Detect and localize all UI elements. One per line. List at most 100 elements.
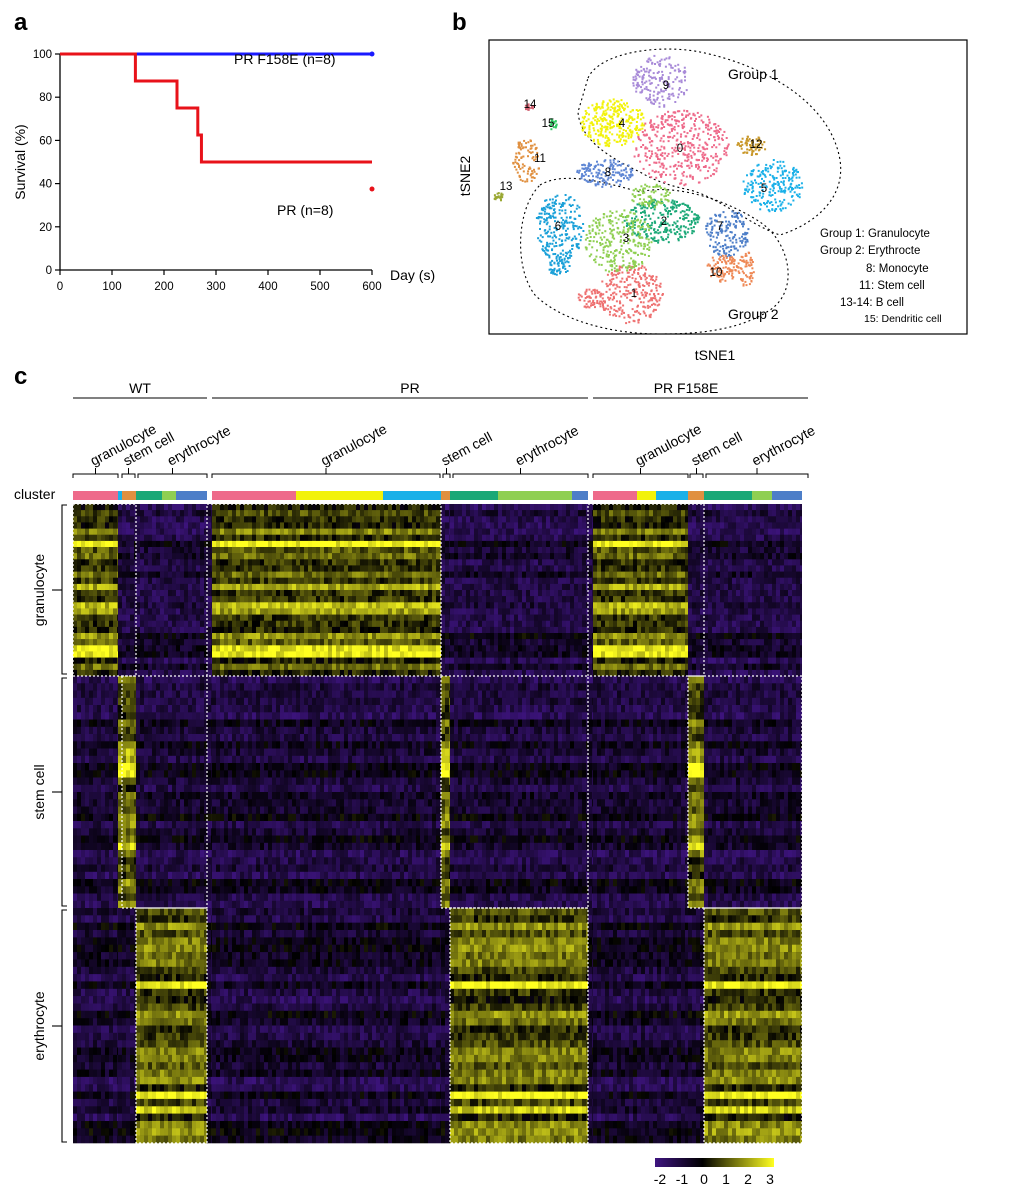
cell-point xyxy=(655,203,658,206)
heatmap-cell xyxy=(494,559,498,566)
cell-point xyxy=(582,230,585,232)
heatmap-cell xyxy=(89,504,93,511)
heatmap-cell xyxy=(562,510,566,517)
cell-point xyxy=(691,138,694,140)
heatmap-cell xyxy=(474,553,478,560)
cell-point xyxy=(652,125,655,128)
cell-point xyxy=(518,166,520,168)
heatmap-cell xyxy=(498,553,502,560)
heatmap-cell xyxy=(352,540,356,548)
heatmap-cell xyxy=(601,510,605,517)
cell-point xyxy=(696,159,699,162)
heatmap-cell xyxy=(168,510,172,517)
heatmap-cell xyxy=(360,522,364,529)
cell-point xyxy=(662,171,665,174)
heatmap-cell xyxy=(152,510,156,517)
cell-point xyxy=(615,222,618,225)
heatmap-cell xyxy=(502,559,506,566)
cell-point xyxy=(591,104,594,107)
cell-point xyxy=(684,148,686,151)
heatmap-cell xyxy=(649,534,653,542)
cell-point xyxy=(655,286,658,289)
cell-point xyxy=(638,285,641,288)
heatmap-cell xyxy=(380,534,384,542)
heatmap-cell xyxy=(360,516,364,523)
cluster-label-9: 9 xyxy=(663,80,669,92)
heatmap-cell xyxy=(605,510,609,517)
heatmap-cell xyxy=(192,534,196,542)
cell-point xyxy=(801,186,804,189)
heatmap-cell xyxy=(180,504,184,511)
heatmap-cell xyxy=(597,534,601,542)
cell-point xyxy=(685,208,688,211)
heatmap-cell xyxy=(97,522,101,529)
heatmap-cell xyxy=(332,516,336,523)
cell-point xyxy=(604,183,607,186)
cluster-bar-segment xyxy=(450,491,498,500)
heatmap-cell xyxy=(101,528,105,535)
heatmap-cell xyxy=(740,540,744,548)
cell-point xyxy=(689,117,692,120)
cell-point xyxy=(781,173,784,176)
cell-point xyxy=(573,199,576,202)
cell-point xyxy=(667,241,670,244)
cell-point xyxy=(651,276,653,279)
heatmap-cell xyxy=(445,540,449,548)
heatmap-cell xyxy=(236,534,240,542)
cell-point xyxy=(619,302,622,304)
heatmap-cell xyxy=(550,528,554,535)
x-tick-label: 200 xyxy=(154,281,173,293)
heatmap-cell xyxy=(526,559,530,566)
cell-point xyxy=(615,265,618,267)
cluster-bar-segment xyxy=(296,491,383,500)
cell-point xyxy=(713,224,716,227)
heatmap-cell xyxy=(740,504,744,511)
cell-point xyxy=(645,281,648,284)
heatmap-cell xyxy=(712,553,716,560)
heatmap-cell xyxy=(284,540,288,548)
cell-point xyxy=(747,228,750,231)
heatmap-cell xyxy=(554,534,558,542)
heatmap-cell xyxy=(344,528,348,535)
heatmap-cell xyxy=(360,534,364,542)
cell-point xyxy=(680,162,683,165)
heatmap-cell xyxy=(518,534,522,542)
cell-point xyxy=(608,288,611,291)
heatmap-cell xyxy=(109,540,113,548)
cell-point xyxy=(715,167,718,170)
cell-point xyxy=(633,263,636,266)
heatmap-cell xyxy=(752,522,756,529)
heatmap-cell xyxy=(276,528,280,535)
cell-point xyxy=(610,307,613,310)
heatmap-cell xyxy=(388,547,392,554)
cell-point xyxy=(717,252,720,255)
heatmap-cell xyxy=(180,516,184,523)
cell-point xyxy=(566,270,569,272)
cell-point xyxy=(627,271,630,274)
cell-point xyxy=(706,222,709,225)
heatmap-cell xyxy=(113,516,117,523)
cell-point xyxy=(608,242,611,245)
cell-point xyxy=(782,207,784,210)
heatmap-cell xyxy=(117,516,118,523)
heatmap-cell xyxy=(300,534,304,542)
group-2-label: Group 2 xyxy=(728,306,779,322)
heatmap-cell xyxy=(558,547,562,554)
heatmap-cell xyxy=(372,510,376,517)
heatmap-cell xyxy=(212,534,216,542)
heatmap-cell xyxy=(113,528,117,535)
cell-point xyxy=(647,71,650,74)
cell-point xyxy=(653,308,656,311)
heatmap-cell xyxy=(392,510,396,517)
cell-point xyxy=(595,112,598,115)
heatmap-cell xyxy=(764,516,768,523)
heatmap-cell xyxy=(542,510,546,517)
cell-point xyxy=(522,155,525,158)
cell-point xyxy=(639,139,642,142)
cell-point xyxy=(649,202,651,205)
heatmap-cell xyxy=(360,553,364,560)
heatmap-cell xyxy=(200,559,204,566)
cell-point xyxy=(742,220,745,223)
cell-point xyxy=(558,268,561,271)
cell-point xyxy=(712,163,715,166)
